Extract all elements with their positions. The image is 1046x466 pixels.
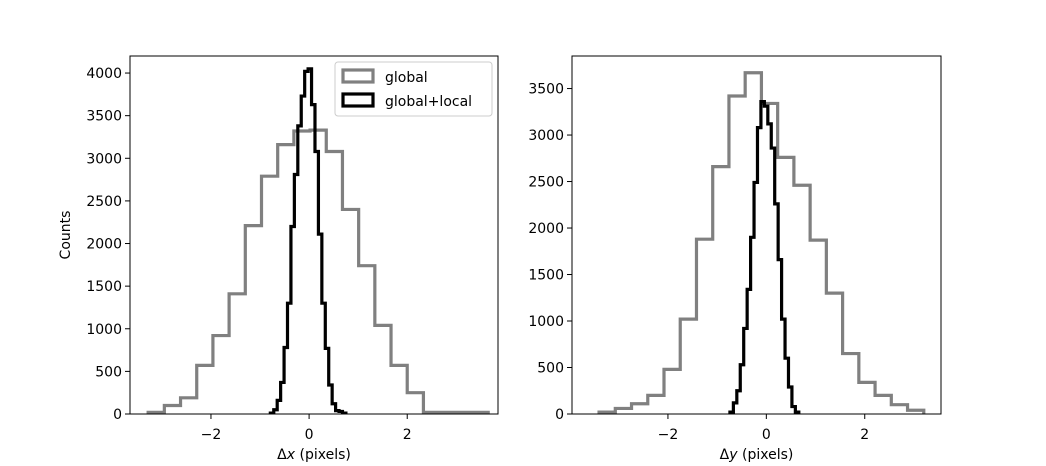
series-global-local-step <box>728 99 801 414</box>
x-tick-label: −2 <box>201 427 222 443</box>
x-tick-label: −2 <box>658 427 679 443</box>
series-global-local-step <box>268 67 348 414</box>
plot-frame <box>129 55 499 415</box>
y-tick-label: 500 <box>537 361 564 377</box>
y-tick-label: 3500 <box>528 82 564 98</box>
legend-swatch <box>341 92 375 108</box>
legend: global global+local <box>334 61 493 117</box>
series-global-step <box>597 71 926 414</box>
legend-swatch <box>341 68 375 84</box>
legend-label: global <box>385 70 428 86</box>
plot-area <box>597 71 926 414</box>
y-tick-label: 2000 <box>528 221 564 237</box>
histogram-panel-dx: 0 500 1000 1500 2000 2500 3000 3500 4000 −2 0 2 Δx (… <box>58 55 499 463</box>
plot-frame <box>571 55 942 415</box>
series-global-step <box>146 128 490 414</box>
y-tick-label: 0 <box>555 407 564 423</box>
y-tick-label: 4000 <box>86 66 122 82</box>
legend-label: global+local <box>385 94 472 110</box>
y-tick-label: 1500 <box>86 279 122 295</box>
y-tick-label: 2500 <box>528 175 564 191</box>
y-tick-label: 1000 <box>528 314 564 330</box>
y-tick-label: 3000 <box>86 151 122 167</box>
x-tick-label: 0 <box>762 427 771 443</box>
y-tick-label: 3000 <box>528 128 564 144</box>
y-tick-label: 500 <box>95 364 122 380</box>
y-tick-label: 1500 <box>528 268 564 284</box>
y-axis-label: Counts <box>58 211 74 260</box>
y-tick-label: 0 <box>113 407 122 423</box>
y-tick-label: 2000 <box>86 237 122 253</box>
x-tick-label: 2 <box>403 427 412 443</box>
x-tick-label: 0 <box>305 427 314 443</box>
y-tick-label: 1000 <box>86 322 122 338</box>
y-tick-label: 3500 <box>86 109 122 125</box>
x-tick-label: 2 <box>860 427 869 443</box>
histogram-panel-dy: 0 500 1000 1500 2000 2500 3000 3500 −2 0 2 Δy (pixe… <box>528 55 942 463</box>
x-axis-label: Δx (pixels) <box>277 447 351 463</box>
x-axis-label: Δy (pixels) <box>720 447 794 463</box>
plot-area <box>146 67 490 414</box>
y-tick-label: 2500 <box>86 194 122 210</box>
